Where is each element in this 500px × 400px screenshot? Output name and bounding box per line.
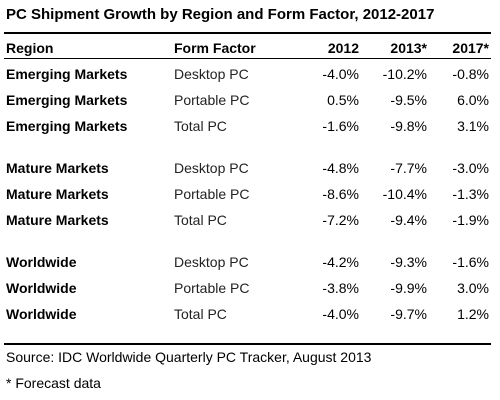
- value-2013-cell: -9.9%: [390, 280, 427, 296]
- table-row: Mature Markets Desktop PC -4.8% -7.7% -3.0%: [4, 155, 491, 181]
- region-cell: Worldwide: [6, 306, 77, 322]
- header-2013: 2013*: [390, 40, 427, 56]
- value-2017-cell: 3.1%: [457, 118, 489, 134]
- table-row: Worldwide Desktop PC -4.2% -9.3% -1.6%: [4, 249, 491, 275]
- region-cell: Emerging Markets: [6, 118, 128, 134]
- header-form-factor: Form Factor: [174, 40, 256, 56]
- value-2013-cell: -9.4%: [390, 212, 427, 228]
- value-2017-cell: -0.8%: [452, 66, 489, 82]
- form-factor-cell: Total PC: [174, 212, 227, 228]
- table-row: Worldwide Total PC -4.0% -9.7% 1.2%: [4, 301, 491, 327]
- form-factor-cell: Desktop PC: [174, 254, 249, 270]
- value-2017-cell: 6.0%: [457, 92, 489, 108]
- region-cell: Worldwide: [6, 280, 77, 296]
- value-2012-cell: -7.2%: [322, 212, 359, 228]
- value-2012-cell: -4.0%: [322, 306, 359, 322]
- value-2017-cell: 3.0%: [457, 280, 489, 296]
- value-2017-cell: -1.6%: [452, 254, 489, 270]
- group-spacer: [4, 233, 491, 249]
- value-2012-cell: -4.2%: [322, 254, 359, 270]
- forecast-footnote: * Forecast data: [6, 375, 101, 391]
- top-rule: [4, 32, 491, 34]
- form-factor-cell: Desktop PC: [174, 66, 249, 82]
- header-row: Region Form Factor 2012 2013* 2017*: [4, 35, 491, 61]
- value-2013-cell: -9.3%: [390, 254, 427, 270]
- value-2017-cell: -3.0%: [452, 160, 489, 176]
- value-2012-cell: -1.6%: [322, 118, 359, 134]
- table-row: Mature Markets Portable PC -8.6% -10.4% -1.3…: [4, 181, 491, 207]
- table-row: Emerging Markets Desktop PC -4.0% -10.2% -0.…: [4, 61, 491, 87]
- source-note: Source: IDC Worldwide Quarterly PC Track…: [6, 349, 372, 365]
- header-2017: 2017*: [452, 40, 489, 56]
- form-factor-cell: Total PC: [174, 118, 227, 134]
- header-region: Region: [6, 40, 54, 56]
- region-cell: Emerging Markets: [6, 66, 128, 82]
- value-2013-cell: -9.8%: [390, 118, 427, 134]
- table-row: Emerging Markets Total PC -1.6% -9.8% 3.1%: [4, 113, 491, 139]
- table-title: PC Shipment Growth by Region and Form Fa…: [6, 6, 435, 23]
- region-cell: Mature Markets: [6, 160, 109, 176]
- table-row: Worldwide Portable PC -3.8% -9.9% 3.0%: [4, 275, 491, 301]
- region-cell: Mature Markets: [6, 212, 109, 228]
- group-spacer: [4, 139, 491, 155]
- value-2013-cell: -7.7%: [390, 160, 427, 176]
- shipment-growth-table: Region Form Factor 2012 2013* 2017* Emer…: [4, 35, 491, 327]
- value-2013-cell: -10.2%: [382, 66, 427, 82]
- value-2012-cell: -4.8%: [322, 160, 359, 176]
- value-2012-cell: -4.0%: [322, 66, 359, 82]
- value-2017-cell: 1.2%: [457, 306, 489, 322]
- form-factor-cell: Portable PC: [174, 186, 250, 202]
- region-cell: Worldwide: [6, 254, 77, 270]
- value-2012-cell: -3.8%: [322, 280, 359, 296]
- header-2012: 2012: [327, 40, 359, 56]
- region-cell: Mature Markets: [6, 186, 109, 202]
- table-row: Mature Markets Total PC -7.2% -9.4% -1.9%: [4, 207, 491, 233]
- form-factor-cell: Total PC: [174, 306, 227, 322]
- value-2012-cell: -8.6%: [322, 186, 359, 202]
- bottom-rule: [4, 343, 491, 345]
- form-factor-cell: Portable PC: [174, 280, 250, 296]
- value-2013-cell: -10.4%: [382, 186, 427, 202]
- value-2013-cell: -9.7%: [390, 306, 427, 322]
- spacer-cell: [4, 139, 491, 155]
- header-rule: [4, 58, 491, 59]
- value-2017-cell: -1.9%: [452, 212, 489, 228]
- value-2012-cell: 0.5%: [327, 92, 359, 108]
- spacer-cell: [4, 233, 491, 249]
- table-row: Emerging Markets Portable PC 0.5% -9.5% 6.0%: [4, 87, 491, 113]
- form-factor-cell: Desktop PC: [174, 160, 249, 176]
- table-body: Emerging Markets Desktop PC -4.0% -10.2% -0.…: [4, 61, 491, 327]
- value-2013-cell: -9.5%: [390, 92, 427, 108]
- form-factor-cell: Portable PC: [174, 92, 250, 108]
- region-cell: Emerging Markets: [6, 92, 128, 108]
- value-2017-cell: -1.3%: [452, 186, 489, 202]
